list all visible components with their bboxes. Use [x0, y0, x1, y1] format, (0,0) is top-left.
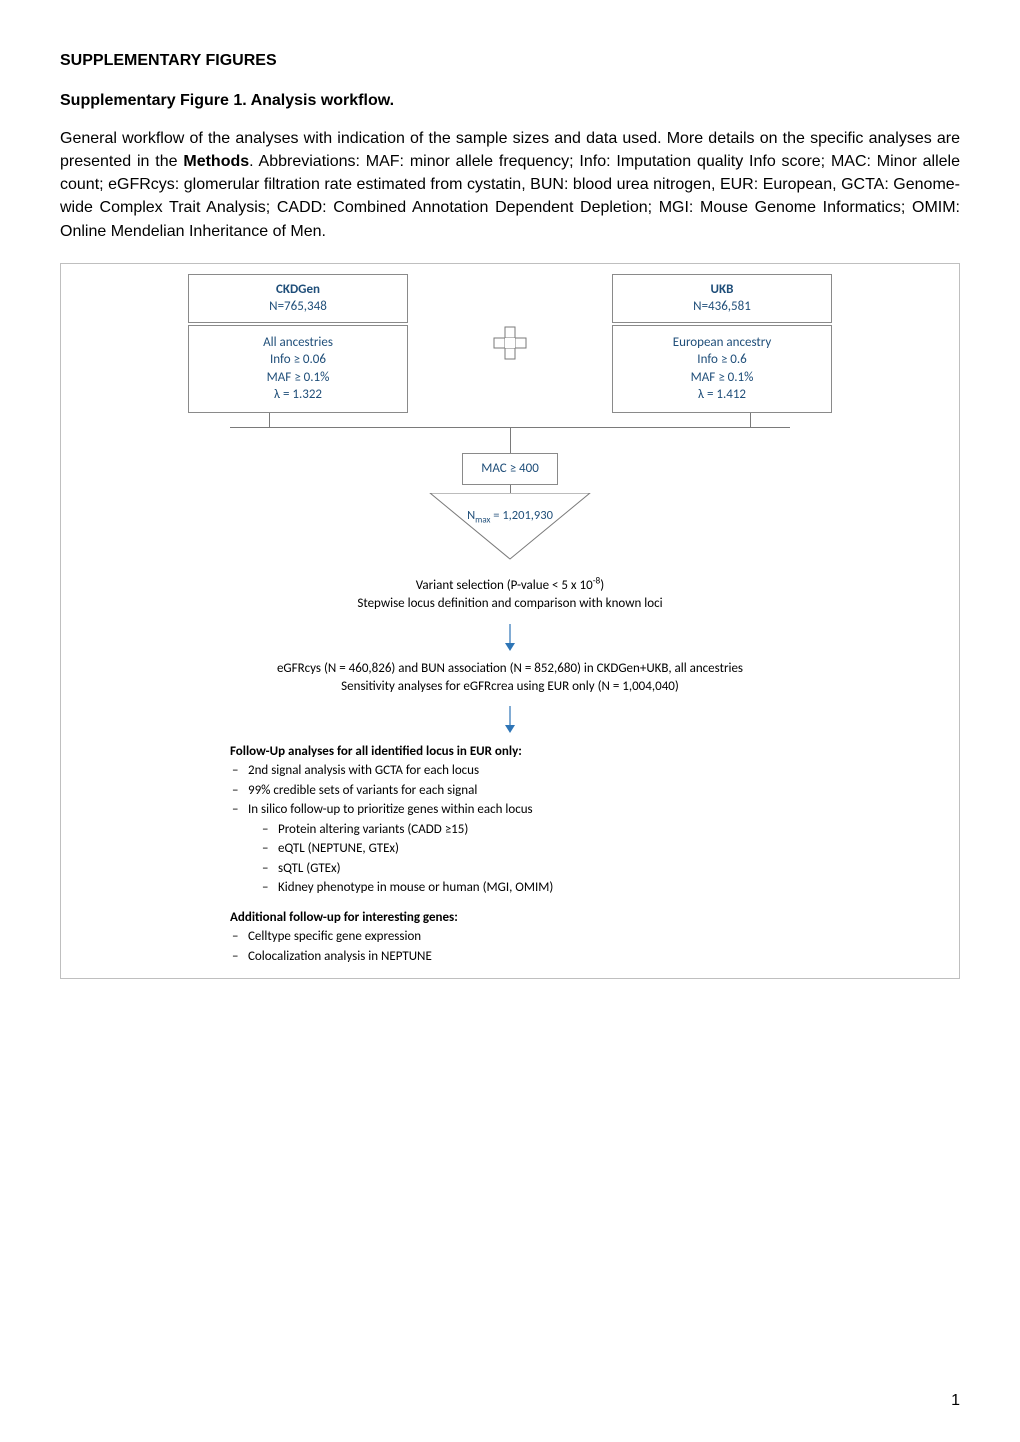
cohort-right-line: European ancestry [613, 334, 831, 352]
page-number: 1 [951, 1390, 960, 1412]
cohort-right-line: λ = 1.412 [613, 386, 831, 404]
nmax-value: = 1,201,930 [490, 508, 552, 523]
cohort-box-ckdgen: CKDGen N=765,348 All ancestries Info ≥ 0… [188, 274, 408, 413]
cohort-name-right: UKB [613, 281, 831, 299]
cohort-header-right: UKB N=436,581 [612, 274, 832, 323]
cohort-left-line: Info ≥ 0.06 [189, 351, 407, 369]
followup-subitem: eQTL (NEPTUNE, GTEx) [230, 839, 790, 859]
mac-filter-box: MAC ≥ 400 [462, 453, 558, 485]
cohort-left-line: λ = 1.322 [189, 386, 407, 404]
followup-item: 99% credible sets of variants for each s… [230, 781, 790, 801]
figure-title: Supplementary Figure 1. Analysis workflo… [60, 90, 960, 112]
followup-subitem: sQTL (GTEx) [230, 859, 790, 879]
varsel-line2: Stepwise locus definition and comparison… [357, 595, 662, 613]
varsel-post: ) [600, 578, 604, 593]
plus-icon [488, 321, 532, 365]
nmax-prefix: N [467, 508, 475, 523]
nmax-sub: max [475, 515, 490, 526]
connector-line [510, 485, 511, 493]
followup-header: Follow-Up analyses for all identified lo… [230, 742, 790, 762]
assoc-line2: Sensitivity analyses for eGFRcrea using … [277, 678, 743, 696]
followup-subitem: Kidney phenotype in mouse or human (MGI,… [230, 878, 790, 898]
cohort-row: CKDGen N=765,348 All ancestries Info ≥ 0… [61, 274, 959, 413]
cohort-left-line: MAF ≥ 0.1% [189, 369, 407, 387]
cohort-body-left: All ancestries Info ≥ 0.06 MAF ≥ 0.1% λ … [188, 325, 408, 413]
cohort-name-left: CKDGen [189, 281, 407, 299]
varsel-pre: Variant selection (P-value < 5 x 10 [416, 578, 593, 593]
followup-block: Follow-Up analyses for all identified lo… [230, 742, 790, 967]
cohort-n-left: N=765,348 [189, 298, 407, 316]
cohort-left-line: All ancestries [189, 334, 407, 352]
cohort-box-ukb: UKB N=436,581 European ancestry Info ≥ 0… [612, 274, 832, 413]
followup-subitem: Protein altering variants (CADD ≥15) [230, 820, 790, 840]
additional-item: Celltype specific gene expression [230, 927, 790, 947]
caption-methods-bold: Methods [183, 153, 249, 170]
cohort-header-left: CKDGen N=765,348 [188, 274, 408, 323]
cohort-right-line: Info ≥ 0.6 [613, 351, 831, 369]
additional-header: Additional follow-up for interesting gen… [230, 908, 790, 928]
h-connector [230, 427, 790, 453]
followup-item: In silico follow-up to prioritize genes … [230, 800, 790, 820]
additional-item: Colocalization analysis in NEPTUNE [230, 947, 790, 967]
connector-stubs [269, 413, 751, 427]
cohort-right-line: MAF ≥ 0.1% [613, 369, 831, 387]
figure-caption: General workflow of the analyses with in… [60, 127, 960, 243]
section-heading: SUPPLEMENTARY FIGURES [60, 50, 960, 72]
assoc-line1: eGFRcys (N = 460,826) and BUN associatio… [277, 660, 743, 678]
flow-diagram: CKDGen N=765,348 All ancestries Info ≥ 0… [60, 263, 960, 980]
arrow-down-icon [504, 706, 516, 736]
arrow-down-icon [504, 624, 516, 654]
association-block: eGFRcys (N = 460,826) and BUN associatio… [277, 660, 743, 696]
funnel-triangle: Nmax = 1,201,930 [410, 493, 610, 563]
cohort-body-right: European ancestry Info ≥ 0.6 MAF ≥ 0.1% … [612, 325, 832, 413]
followup-item: 2nd signal analysis with GCTA for each l… [230, 761, 790, 781]
cohort-n-right: N=436,581 [613, 298, 831, 316]
variant-selection-block: Variant selection (P-value < 5 x 10-8) S… [357, 577, 662, 613]
nmax-label: Nmax = 1,201,930 [410, 507, 610, 525]
